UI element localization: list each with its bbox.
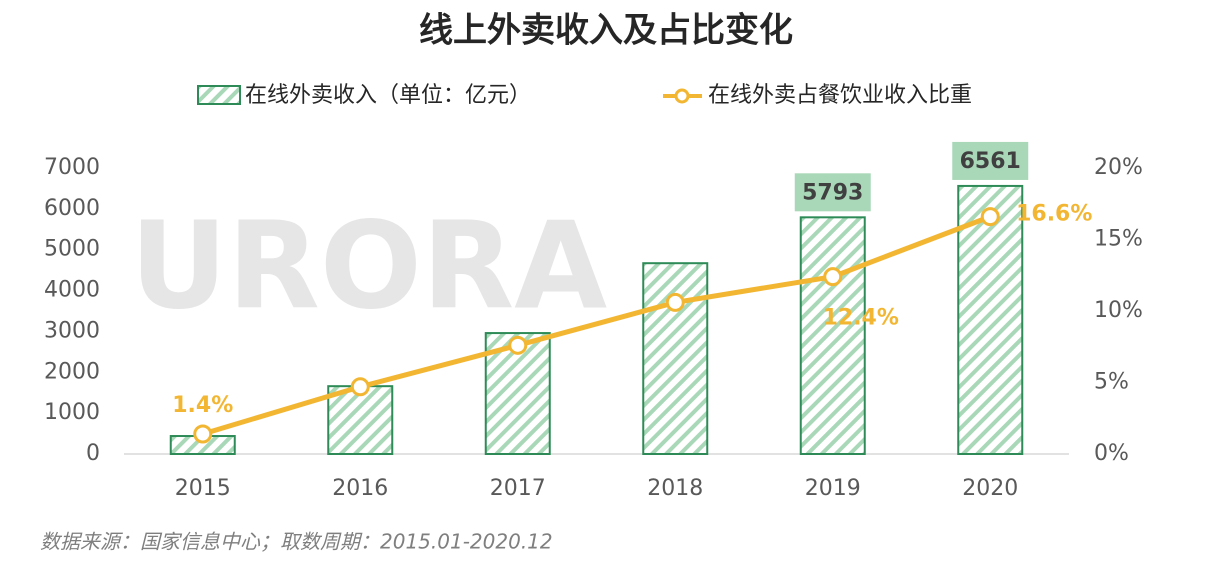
- bar: [957, 184, 1024, 455]
- data-label: 16.6%: [1016, 202, 1092, 227]
- bar: [327, 385, 394, 456]
- line-point: [980, 207, 1000, 227]
- data-label: 5793: [802, 180, 863, 205]
- legend: 在线外卖收入（单位：亿元） 在线外卖占餐饮业收入比重: [197, 83, 972, 108]
- y2-tick-label: 20%: [1094, 155, 1143, 180]
- y-tick-label: 4000: [44, 278, 100, 303]
- y2-tick-label: 10%: [1094, 298, 1143, 323]
- x-tick-label: 2015: [175, 476, 231, 501]
- y-tick-label: 5000: [44, 237, 100, 262]
- y-tick-label: 1000: [44, 400, 100, 425]
- y-tick-label: 6000: [44, 196, 100, 221]
- y2-tick-label: 5%: [1094, 370, 1129, 395]
- source-note: 数据来源：国家信息中心；取数周期：2015.01-2020.12: [40, 530, 553, 554]
- legend-swatch: [197, 85, 241, 105]
- bar: [642, 262, 709, 455]
- data-label: 6561: [960, 149, 1021, 174]
- line-point: [823, 267, 843, 287]
- y2-tick-label: 15%: [1094, 227, 1143, 252]
- x-tick-label: 2016: [332, 476, 388, 501]
- data-label-bg: [952, 141, 1029, 180]
- y-tick-label: 3000: [44, 318, 100, 343]
- x-tick-label: 2017: [490, 476, 546, 501]
- x-tick-label: 2020: [962, 476, 1018, 501]
- legend-label: 在线外卖占餐饮业收入比重: [708, 83, 972, 108]
- line-point: [665, 292, 685, 312]
- y-tick-label: 2000: [44, 359, 100, 384]
- legend-swatch: [674, 88, 690, 104]
- data-label: 1.4%: [172, 393, 233, 418]
- chart-title: 线上外卖收入及占比变化: [419, 11, 793, 51]
- data-label-bg: [794, 173, 871, 212]
- line-point: [508, 335, 528, 355]
- y-tick-label: 0: [86, 441, 100, 466]
- y-tick-label: 7000: [44, 155, 100, 180]
- line: [202, 214, 992, 437]
- y2-tick-label: 0%: [1094, 441, 1129, 466]
- line-point: [193, 424, 213, 444]
- data-label: 12.4%: [823, 306, 899, 331]
- x-tick-label: 2018: [647, 476, 703, 501]
- x-tick-label: 2019: [805, 476, 861, 501]
- legend-label: 在线外卖收入（单位：亿元）: [245, 83, 531, 108]
- watermark: URORA: [130, 198, 607, 337]
- bar: [799, 216, 866, 455]
- line-point: [350, 377, 370, 397]
